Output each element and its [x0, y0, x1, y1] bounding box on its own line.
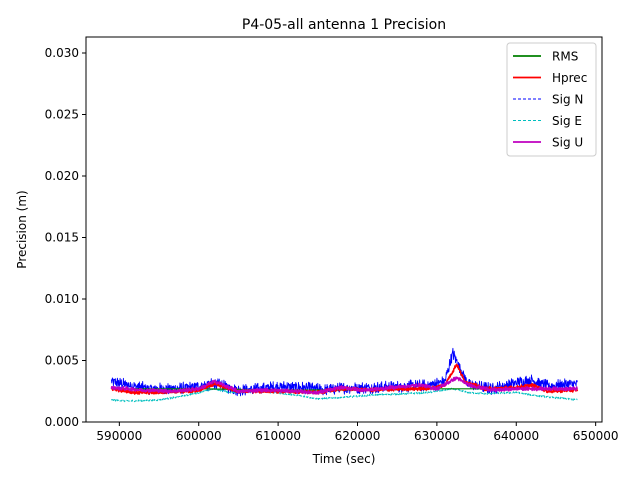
y-tick-label: 0.020 — [45, 169, 79, 183]
legend-label: RMS — [552, 50, 578, 64]
x-axis: 590000 600000 610000 620000 630000 640000 6500… — [96, 422, 619, 443]
legend-label: Sig E — [552, 114, 582, 128]
chart-title: P4-05-all antenna 1 Precision — [242, 17, 446, 33]
legend-box — [506, 42, 597, 157]
series-line-sig-n — [110, 347, 578, 397]
y-tick-label: 0.025 — [45, 107, 79, 121]
legend-label: Hprec — [552, 71, 587, 85]
y-tick-label: 0.005 — [45, 353, 79, 367]
plot-frame — [85, 36, 603, 423]
x-tick-label: 630000 — [414, 429, 460, 443]
legend: RMS Hprec Sig N Sig E Sig U — [506, 42, 597, 157]
series-line-sig-e — [110, 387, 578, 403]
x-tick-label: 620000 — [335, 429, 381, 443]
y-tick-label: 0.030 — [45, 46, 79, 60]
x-tick-label: 600000 — [176, 429, 222, 443]
series-line-sig-u — [110, 376, 579, 395]
y-tick-label: 0.000 — [45, 415, 79, 429]
x-tick-label: 590000 — [96, 429, 142, 443]
x-tick-label: 610000 — [255, 429, 301, 443]
x-axis-label: Time (sec) — [312, 452, 376, 466]
x-tick-label: 640000 — [493, 429, 539, 443]
legend-label: Sig U — [552, 136, 583, 150]
series-line-hprec — [110, 363, 579, 395]
y-tick-label: 0.015 — [45, 230, 79, 244]
y-axis: 0.000 0.005 0.010 0.015 0.020 0.025 0.030 — [45, 46, 86, 429]
y-axis-label: Precision (m) — [15, 190, 29, 268]
series-layer — [110, 347, 579, 403]
x-tick-label: 650000 — [573, 429, 619, 443]
legend-label: Sig N — [552, 93, 583, 107]
y-tick-label: 0.010 — [45, 292, 79, 306]
